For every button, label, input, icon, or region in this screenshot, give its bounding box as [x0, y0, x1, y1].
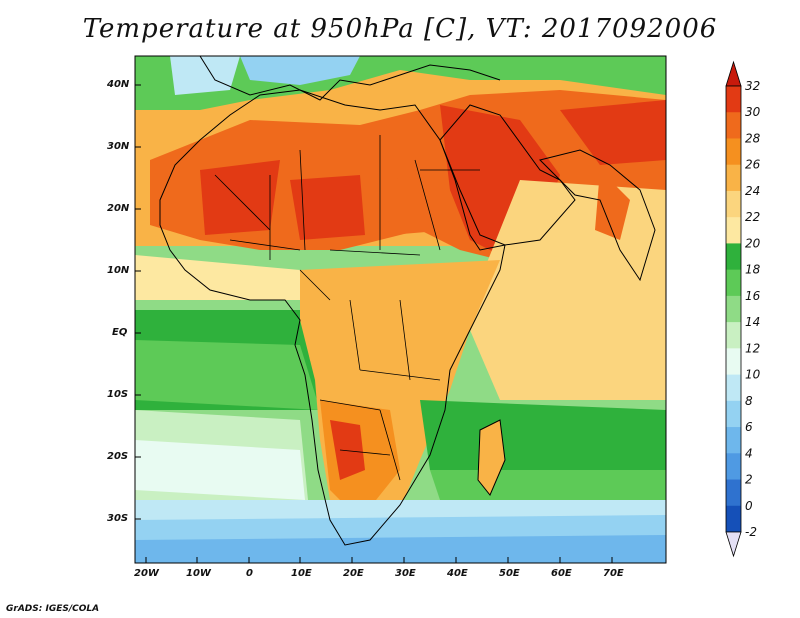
colorbar-segment	[726, 453, 741, 481]
coastlines	[159, 56, 656, 546]
lon-label: 70E	[603, 568, 624, 579]
colorbar-segment	[726, 505, 741, 533]
lat-label: 20S	[107, 451, 129, 462]
colorbar-segment	[726, 164, 741, 192]
lon-label: 50E	[499, 568, 520, 579]
temperature-field	[135, 56, 666, 563]
colorbar-label: 2	[745, 473, 753, 487]
lon-label: 30E	[395, 568, 416, 579]
colorbar-segment	[726, 86, 741, 113]
colorbar-label: 18	[745, 263, 761, 277]
map-frame	[134, 55, 667, 564]
colorbar-label: 30	[745, 105, 761, 119]
lat-label: 10S	[107, 389, 129, 400]
lon-label: 20W	[134, 568, 159, 579]
colorbar-label: 4	[745, 446, 753, 460]
lat-label: 30N	[107, 141, 130, 152]
lon-label: 40E	[447, 568, 468, 579]
colorbar-label: 28	[745, 131, 761, 145]
colorbar-segment	[726, 322, 741, 349]
credit-text: GrADS: IGES/COLA	[6, 604, 100, 614]
colorbar-top-arrow	[725, 60, 742, 87]
colorbar-segment	[726, 243, 741, 271]
colorbar-segment	[726, 400, 741, 428]
colorbar-label: 14	[745, 315, 760, 329]
lat-label: 20N	[107, 203, 130, 214]
colorbar-label: 12	[745, 341, 760, 355]
lon-label: 20E	[343, 568, 364, 579]
colorbar-segment	[726, 269, 741, 297]
colorbar-label: 22	[745, 210, 760, 224]
map-title: Temperature at 950hPa [C], VT: 201709200…	[82, 14, 718, 44]
lon-label: 10E	[291, 568, 312, 579]
axis-ticks	[135, 84, 613, 563]
colorbar-segment	[726, 348, 741, 376]
colorbar-label: -2	[745, 525, 757, 539]
lon-label: 60E	[551, 568, 572, 579]
lat-label: 10N	[107, 265, 130, 276]
colorbar-segment	[726, 374, 741, 402]
colorbar-segment	[726, 112, 741, 139]
lat-label: 30S	[107, 513, 129, 524]
colorbar-segment	[726, 295, 741, 323]
lat-label: EQ	[112, 327, 128, 338]
colorbar-label: 10	[745, 368, 761, 382]
colorbar-segment	[726, 479, 741, 507]
colorbar-label: 6	[745, 420, 753, 434]
colorbar-segment	[726, 138, 741, 166]
colorbar-bottom-arrow	[725, 531, 742, 558]
colorbar-label: 26	[745, 158, 761, 172]
colorbar-label: 24	[745, 184, 760, 198]
lat-label: 40N	[107, 79, 130, 90]
colorbar-label: 32	[745, 79, 760, 93]
lon-label: 0	[246, 568, 253, 579]
colorbar-label: 20	[745, 236, 761, 250]
lon-label: 10W	[186, 568, 211, 579]
colorbar-label: 8	[745, 394, 753, 408]
colorbar-label: 16	[745, 289, 761, 303]
country-borders	[214, 135, 480, 481]
colorbar-segment	[726, 190, 741, 218]
colorbar-label: 0	[745, 499, 753, 513]
colorbar-segment	[726, 217, 741, 244]
colorbar-segment	[726, 427, 741, 454]
